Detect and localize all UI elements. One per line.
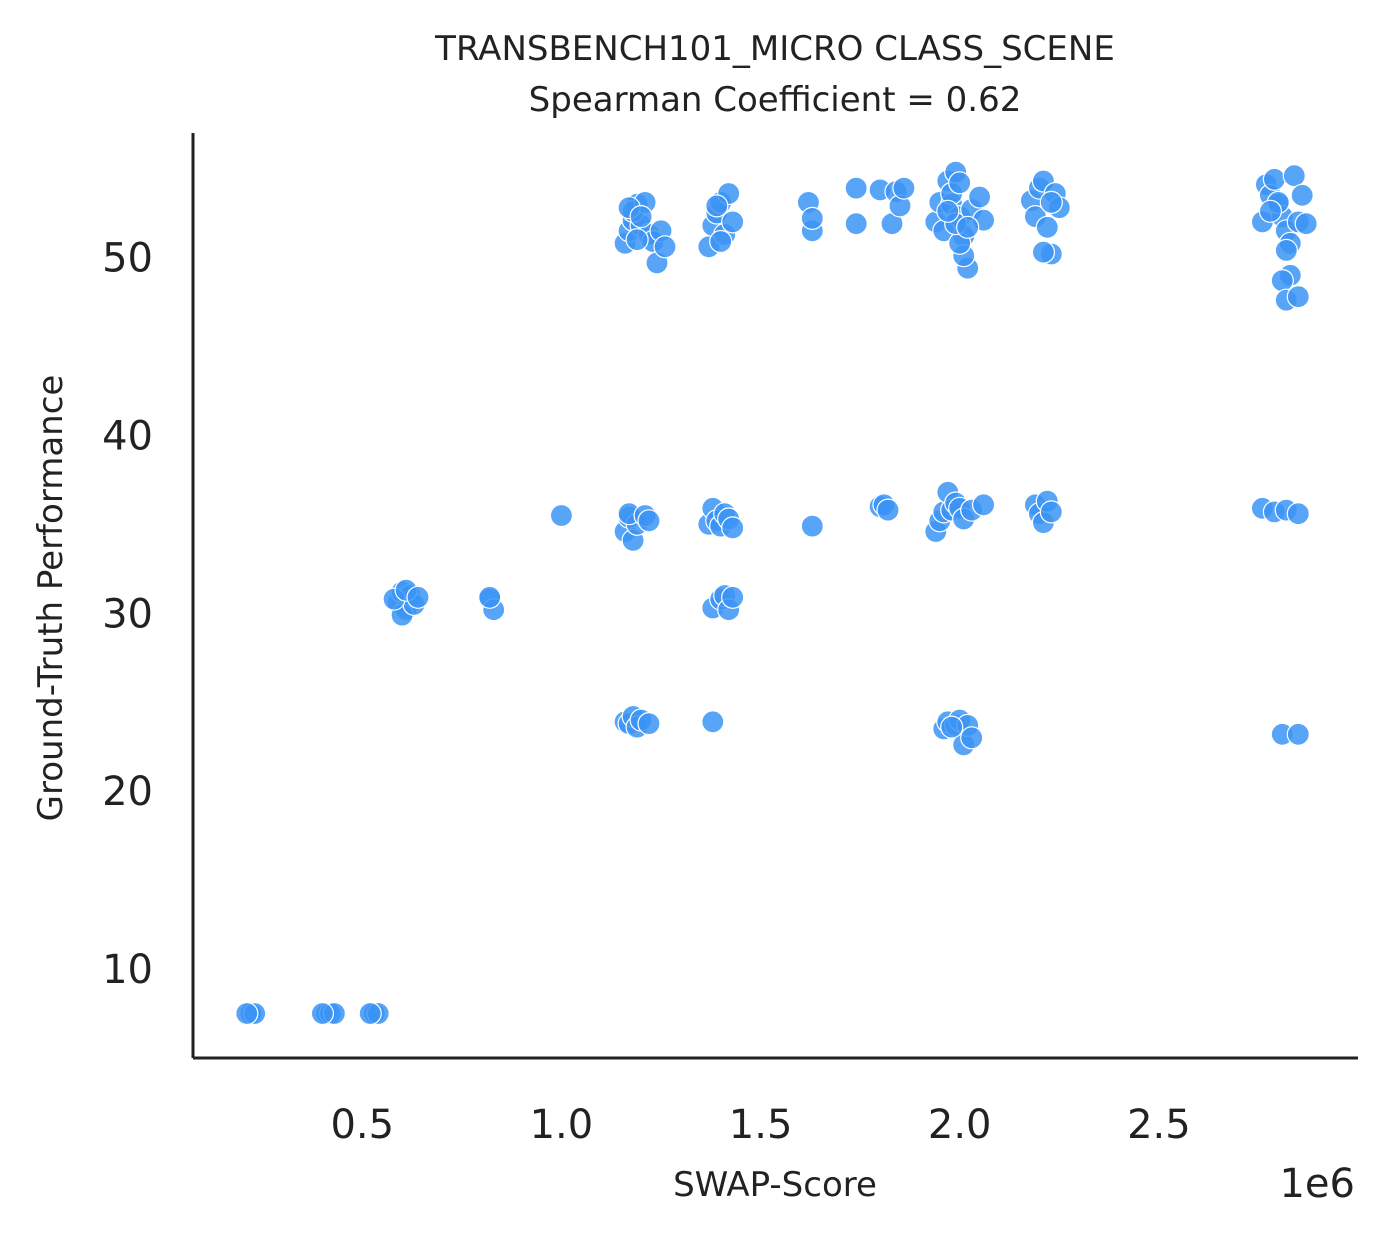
data-point-162 (1290, 183, 1314, 207)
data-point-148 (1262, 167, 1287, 191)
data-point-104 (721, 210, 745, 234)
points-layer (235, 160, 1318, 1026)
data-point-69 (960, 726, 984, 750)
data-point-75 (1039, 500, 1063, 524)
data-point-18 (406, 585, 430, 609)
data-point-22 (549, 503, 574, 528)
x-tick-label-4: 2.5 (1127, 1102, 1191, 1148)
data-point-95 (625, 228, 649, 252)
y-ticks: 10 20 30 40 50 (102, 236, 153, 994)
data-point-70 (940, 715, 964, 739)
y-tick-label-3: 40 (102, 413, 153, 459)
data-point-35 (637, 711, 661, 736)
data-point-49 (800, 514, 824, 538)
x-tick-label-1: 1.0 (530, 1102, 594, 1148)
data-point-79 (1286, 502, 1310, 526)
data-point-139 (1035, 215, 1059, 239)
data-point-47 (721, 585, 745, 609)
data-point-115 (892, 176, 916, 200)
data-point-109 (844, 176, 868, 200)
data-point-129 (948, 171, 972, 195)
x-ticks: 0.5 1.0 1.5 2.0 2.5 (330, 1102, 1190, 1148)
x-offset-label: 1e6 (1279, 1161, 1355, 1207)
data-point-2 (235, 1001, 259, 1026)
chart-title: TRANSBENCH101_MICRO CLASS_SCENE (434, 29, 1115, 69)
data-point-103 (709, 229, 733, 254)
data-point-6 (310, 1001, 334, 1026)
data-point-110 (844, 212, 868, 236)
data-point-81 (1286, 722, 1310, 746)
x-tick-label-2: 1.5 (729, 1102, 793, 1148)
data-point-153 (1282, 164, 1306, 188)
data-point-96 (629, 205, 653, 229)
y-tick-label-0: 10 (102, 947, 153, 993)
y-tick-label-4: 50 (102, 236, 153, 282)
y-tick-label-2: 30 (102, 591, 153, 637)
data-point-159 (1286, 285, 1310, 309)
y-tick-label-1: 20 (102, 769, 153, 815)
chart-subtitle: Spearman Coefficient = 0.62 (529, 80, 1022, 120)
data-point-155 (1274, 238, 1298, 262)
data-point-161 (1258, 199, 1283, 223)
data-point-62 (971, 493, 996, 517)
data-point-52 (876, 498, 900, 522)
x-tick-label-3: 2.0 (928, 1102, 992, 1148)
data-point-21 (478, 585, 502, 609)
data-point-42 (721, 516, 745, 540)
data-point-144 (1039, 190, 1063, 214)
data-point-157 (1270, 269, 1294, 293)
data-point-48 (701, 710, 725, 734)
data-point-105 (705, 194, 729, 218)
x-axis-label: SWAP-Score (673, 1165, 877, 1205)
y-axis-label: Ground-Truth Performance (31, 375, 71, 822)
data-point-134 (956, 215, 980, 239)
data-point-9 (358, 1001, 382, 1026)
data-point-143 (1031, 240, 1056, 264)
data-point-163 (1294, 212, 1318, 236)
x-tick-label-0: 0.5 (330, 1102, 394, 1148)
data-point-29 (637, 509, 661, 533)
data-point-133 (936, 199, 960, 223)
data-point-108 (800, 206, 824, 230)
data-point-93 (653, 235, 677, 259)
data-point-131 (967, 185, 992, 209)
